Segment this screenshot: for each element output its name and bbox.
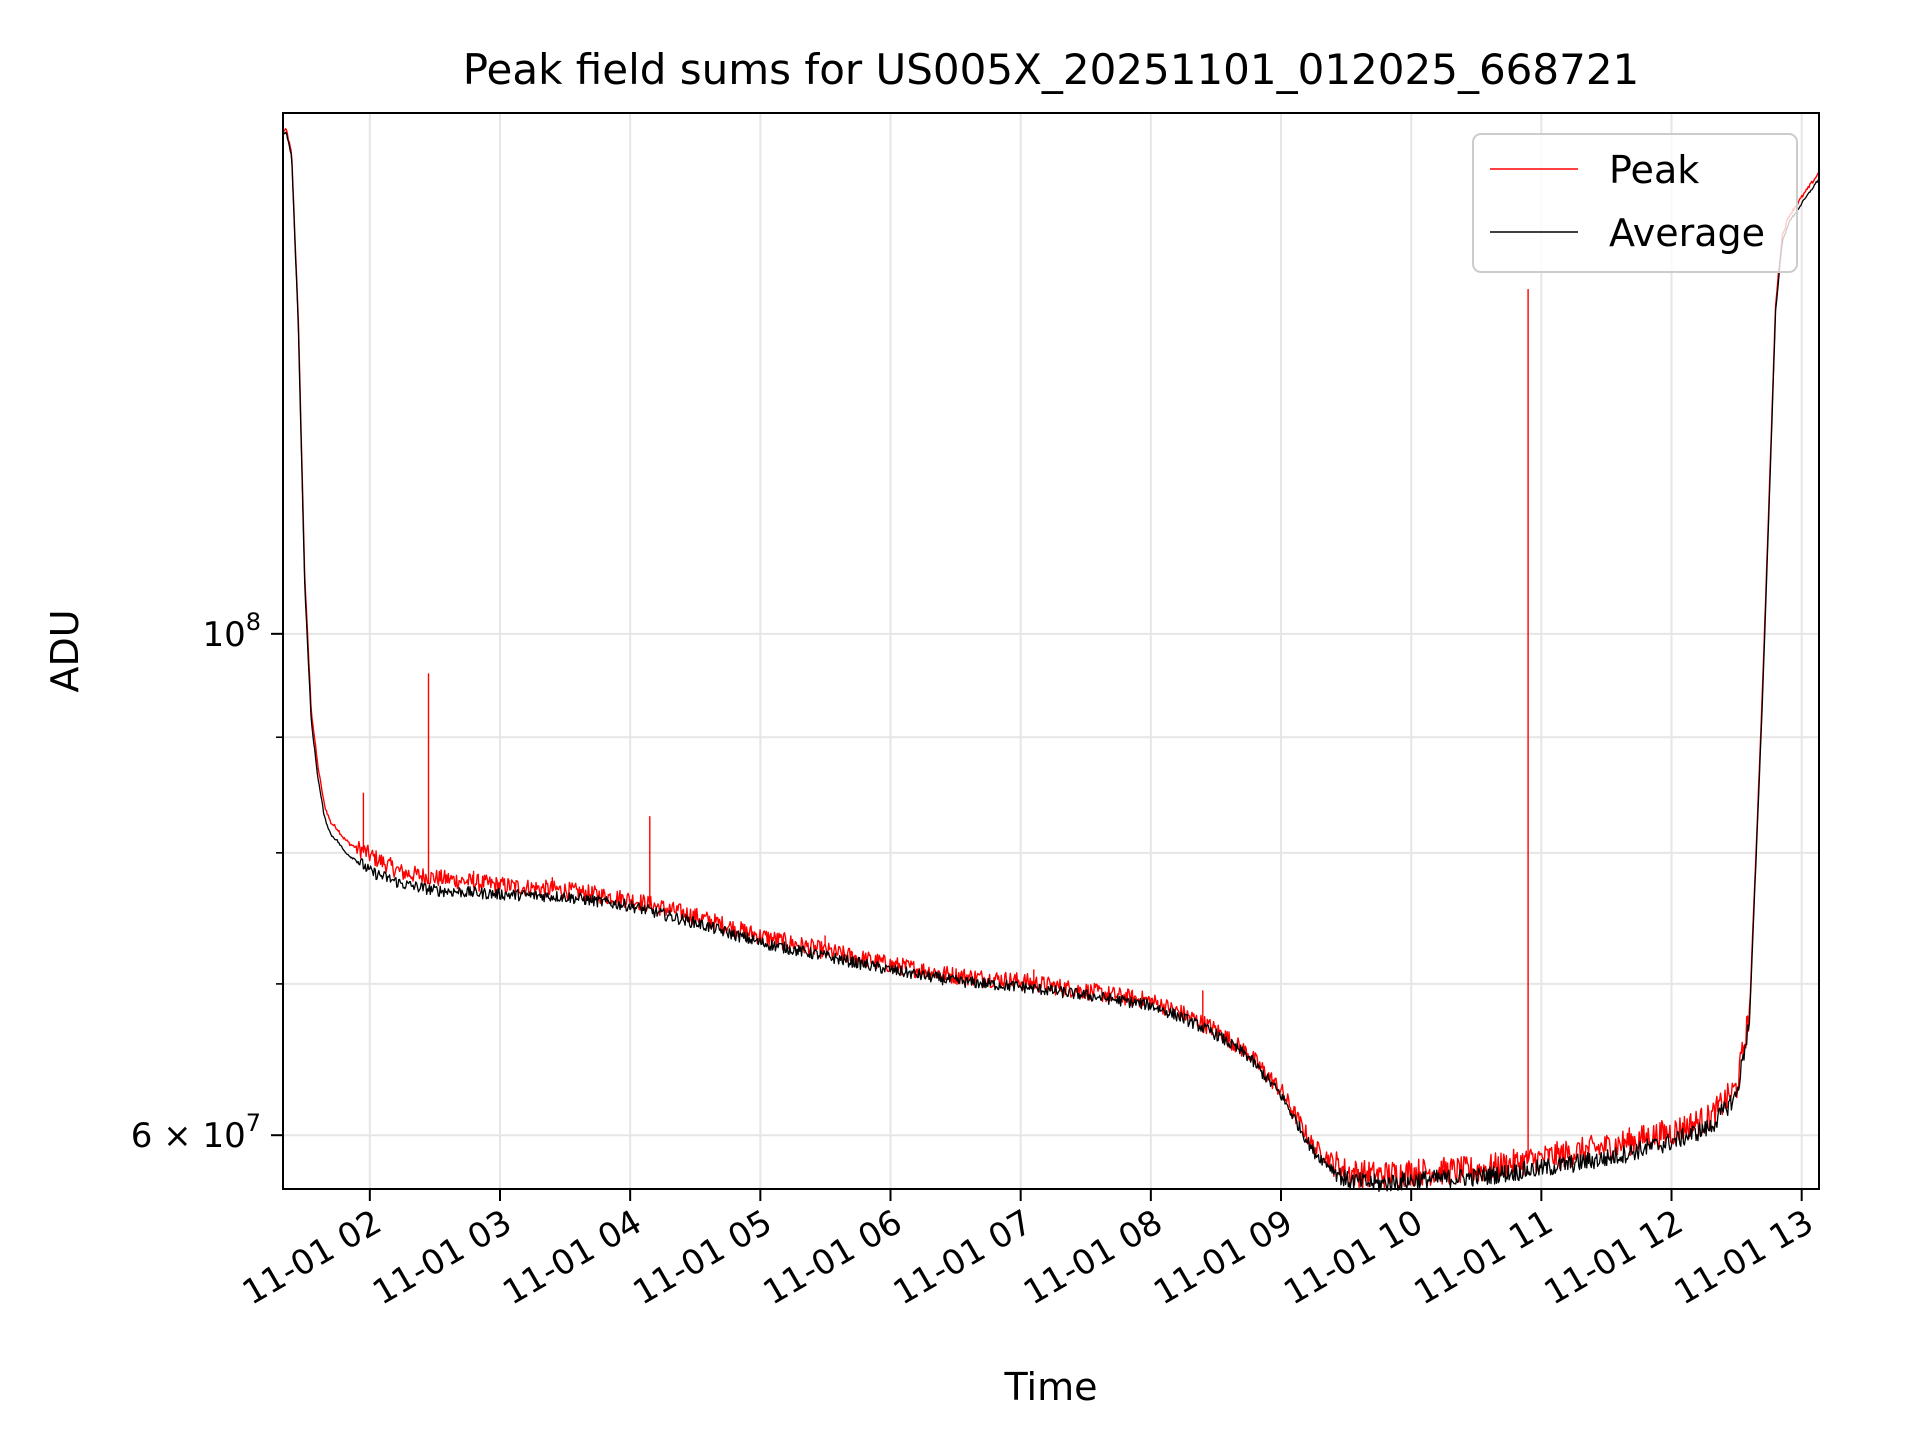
- chart-title: Peak field sums for US005X_20251101_0120…: [463, 45, 1640, 94]
- series-layer: [282, 127, 1820, 1193]
- y-axis-label: ADU: [43, 609, 87, 692]
- y-tick-label: 6 × 107: [131, 1109, 261, 1156]
- legend-peak-label: Peak: [1609, 148, 1699, 192]
- y-axis: 108 6 × 107: [131, 608, 283, 1156]
- plot-frame: [282, 112, 1820, 1190]
- legend-average-label: Average: [1609, 211, 1765, 255]
- legend: Peak Average: [1472, 133, 1798, 273]
- average-series-line: [282, 131, 1820, 1193]
- x-axis-label: Time: [1004, 1365, 1098, 1409]
- grid: [283, 113, 1819, 1189]
- y-tick-label: 108: [202, 608, 261, 655]
